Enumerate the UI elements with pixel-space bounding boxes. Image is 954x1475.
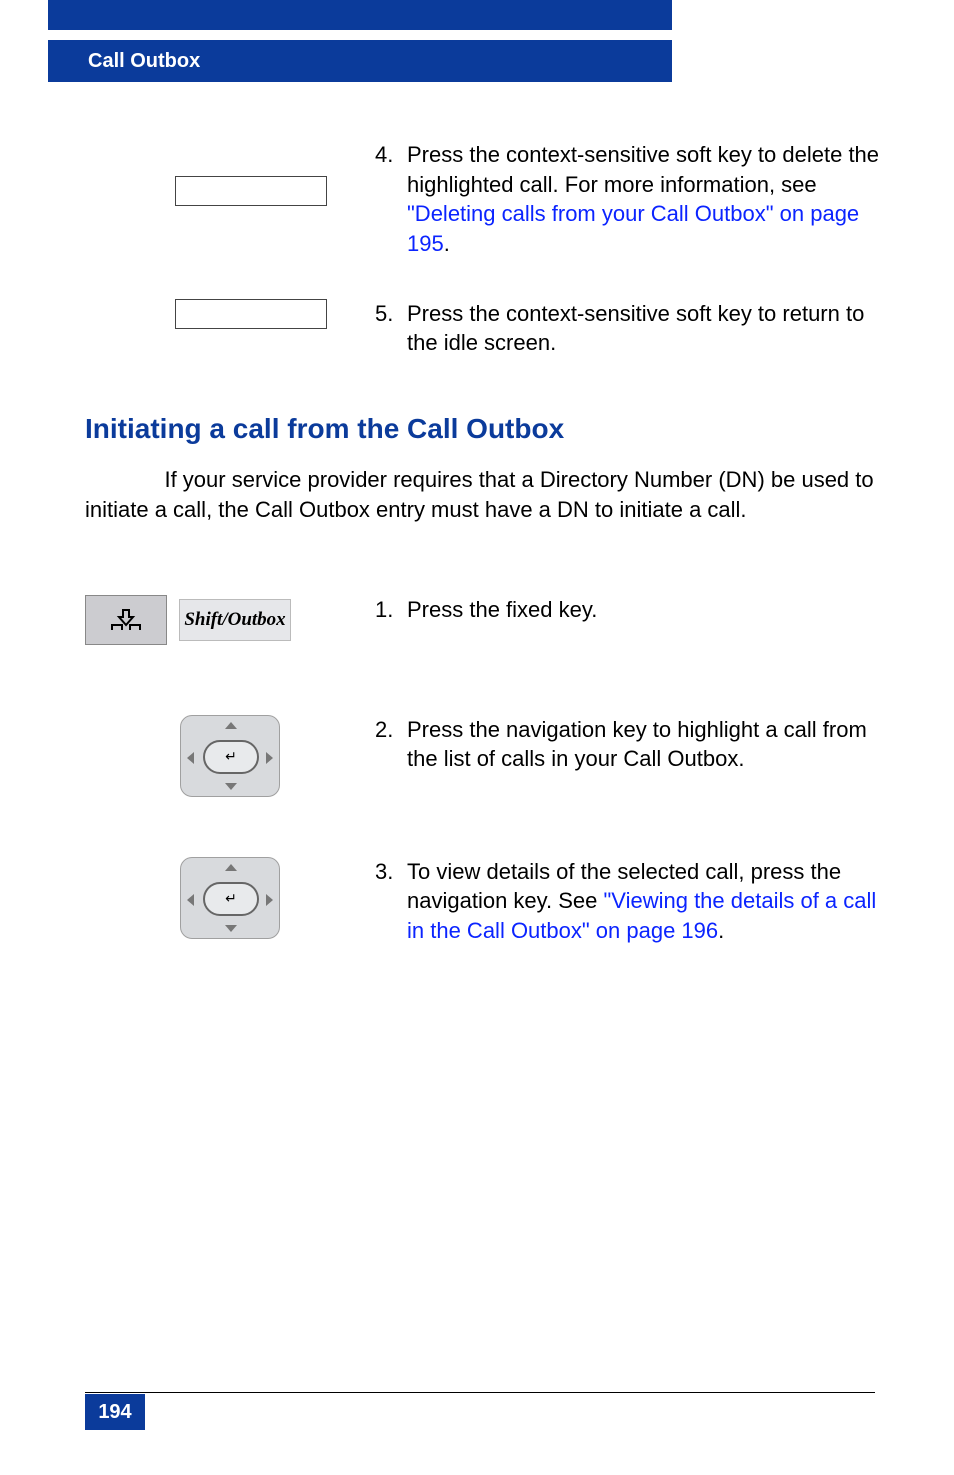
step-number: 5. [375,299,407,358]
step-text: 3. To view details of the selected call,… [375,857,885,946]
page-content: 4. Press the context-sensitive soft key … [85,140,885,986]
step-text: 1. Press the fixed key. [375,595,885,625]
step-text: 2. Press the navigation key to highlight… [375,715,885,774]
text: . [718,918,724,943]
text: Press the [407,301,506,326]
outbox-arrow-icon [109,607,143,633]
text: Press the [407,142,506,167]
nav-left-icon [187,894,194,906]
nav-down-icon [225,783,237,790]
step-body: Press the navigation key to highlight a … [407,715,885,774]
step-icon-col [85,299,375,329]
cross-ref-link[interactable]: "Deleting calls from your Call Outbox" o… [407,201,859,256]
step-body: Press the context-sensitive soft key to … [407,299,885,358]
intro-text: If your service provider requires that a… [85,467,874,522]
nav-left-icon [187,752,194,764]
header-bar: Call Outbox [48,40,672,82]
step-number: 3. [375,857,407,946]
step-row: Shift/Outbox 1. Press the fixed key. [85,595,885,645]
step-icon-col: Shift/Outbox [85,595,375,645]
shift-key-icon [85,595,167,645]
step-row: 4. Press the context-sensitive soft key … [85,140,885,259]
step-row: ↵ 2. Press the navigation key to highlig… [85,715,885,797]
nav-up-icon [225,864,237,871]
navpad-icon: ↵ [180,715,280,797]
header-title: Call Outbox [88,50,200,72]
step-icon-col: ↵ [85,715,375,797]
nav-enter-icon: ↵ [203,740,259,774]
text: . [444,231,450,256]
footer-rule [85,1392,875,1393]
step-icon-col [85,140,375,206]
nav-enter-icon: ↵ [203,882,259,916]
step-icon-col: ↵ [85,857,375,939]
section-heading: Initiating a call from the Call Outbox [85,413,885,445]
nav-up-icon [225,722,237,729]
step-body: Press the context-sensitive soft key to … [407,140,885,259]
step-body: Press the fixed key. [407,595,885,625]
step-text: 5. Press the context-sensitive soft key … [375,299,885,358]
shift-outbox-label: Shift/Outbox [179,599,291,641]
step-body: To view details of the selected call, pr… [407,857,885,946]
page-number: 194 [85,1394,145,1430]
step-number: 2. [375,715,407,774]
nav-down-icon [225,925,237,932]
softkey-box-icon [175,299,327,329]
section-intro: If your service provider requires that a… [85,465,885,524]
step-row: ↵ 3. To view details of the selected cal… [85,857,885,946]
step-row: 5. Press the context-sensitive soft key … [85,299,885,358]
nav-right-icon [266,894,273,906]
navpad-icon: ↵ [180,857,280,939]
top-accent-bar [48,0,672,30]
step-number: 1. [375,595,407,625]
nav-right-icon [266,752,273,764]
step-text: 4. Press the context-sensitive soft key … [375,140,885,259]
softkey-box-icon [175,176,327,206]
step-number: 4. [375,140,407,259]
